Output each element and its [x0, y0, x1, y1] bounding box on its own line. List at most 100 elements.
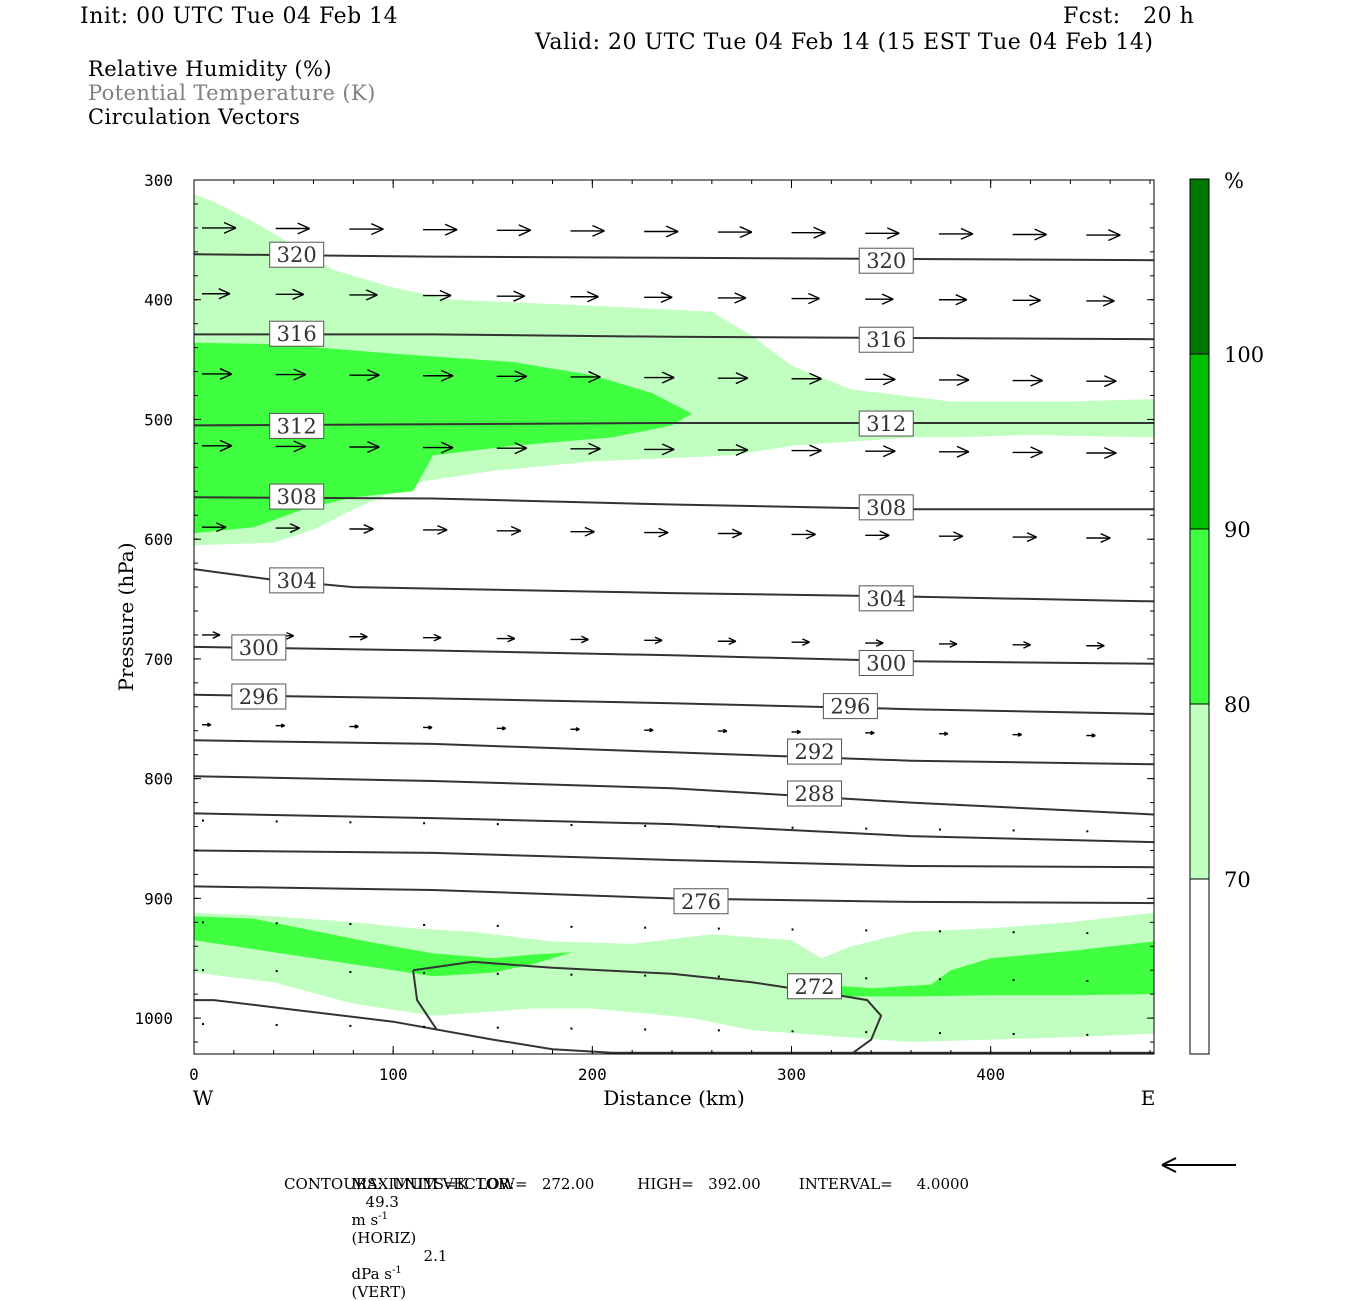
- theta-label-272: 272: [787, 973, 843, 1000]
- theta-label-316: 316: [858, 326, 914, 353]
- vector-arrowhead: [956, 445, 970, 458]
- svg-text:300: 300: [239, 636, 279, 660]
- theta-contour-300-5: [194, 645, 1154, 665]
- vector-arrowhead: [592, 224, 605, 237]
- vector-arrowhead: [218, 288, 231, 300]
- theta-contour-320-0: [194, 253, 1154, 262]
- vector-arrowhead: [654, 636, 663, 645]
- vector-arrowhead: [1030, 374, 1043, 387]
- vector-arrowhead: [580, 635, 589, 644]
- theta-label-312: 312: [858, 410, 914, 437]
- vector-arrowhead: [739, 226, 753, 239]
- vector-arrowhead: [1104, 375, 1117, 388]
- vector-arrowhead: [293, 440, 306, 453]
- x-end-label-west: W: [193, 1086, 214, 1110]
- vector-arrowhead: [219, 367, 233, 380]
- rh-region-70-2: [194, 912, 1154, 1042]
- vector-dot: [938, 1032, 941, 1035]
- vector-arrowhead: [1017, 732, 1022, 737]
- vector-arrowhead: [879, 530, 890, 541]
- plot-frame: [193, 179, 1155, 1055]
- vector-arrowhead: [949, 640, 958, 648]
- vector-dot: [717, 825, 720, 828]
- axes: 300 400 500 600 700 800 900 1000 0 100 200 300 400: [134, 171, 1154, 1084]
- vector-dot: [644, 824, 647, 827]
- vector-arrowhead: [1104, 446, 1117, 460]
- colorbar-level-label: 100: [1224, 343, 1264, 367]
- vector-arrowhead: [510, 525, 522, 536]
- vector-dot: [865, 929, 868, 932]
- y-tick-label: 400: [144, 291, 173, 310]
- reference-vector-arrow: [1161, 1157, 1236, 1173]
- vector-arrowhead: [808, 292, 820, 305]
- vector-arrowhead: [586, 291, 599, 303]
- svg-text:292: 292: [794, 740, 834, 764]
- max-horiz-units: m s: [351, 1211, 379, 1229]
- init-time: Init: 00 UTC Tue 04 Feb 14: [80, 4, 399, 29]
- vector-arrowhead: [1178, 376, 1190, 387]
- vector-dot: [1160, 1035, 1162, 1037]
- vector-arrowhead: [661, 371, 675, 384]
- vector-dot: [570, 973, 573, 976]
- vector-dot: [202, 921, 204, 924]
- max-vert-tag: (VERT): [351, 1283, 407, 1301]
- vector-arrowhead: [359, 632, 368, 641]
- vector-dot: [202, 1023, 204, 1026]
- vector-arrowhead: [660, 291, 673, 304]
- svg-text:296: 296: [239, 685, 279, 709]
- max-horiz-exp: -1: [378, 1211, 388, 1222]
- theta-contour-280-10: [194, 849, 1154, 869]
- contours-info: CONTOURS: UNITS=K LOW= 272.00 HIGH= 392.…: [284, 1175, 970, 1193]
- vector-arrowhead: [658, 527, 669, 538]
- vector-dot: [496, 972, 499, 975]
- vector-dot: [865, 977, 868, 980]
- svg-text:312: 312: [866, 412, 906, 436]
- vector-arrowhead: [813, 226, 826, 239]
- vector-dot: [1012, 829, 1015, 832]
- vector-dot: [938, 978, 941, 981]
- vector-arrowhead: [514, 442, 528, 455]
- svg-text:304: 304: [277, 569, 317, 593]
- vector-dot: [202, 969, 204, 972]
- vector-arrowhead: [575, 726, 580, 732]
- vector-arrowhead: [219, 439, 233, 452]
- vector-dot: [1160, 831, 1162, 833]
- svg-text:272: 272: [794, 975, 834, 999]
- theta-label-292: 292: [787, 738, 843, 765]
- theta-contour-304-4: [194, 568, 1154, 603]
- svg-text:304: 304: [866, 587, 906, 611]
- vector-arrowhead: [944, 731, 949, 737]
- x-tick-label: 100: [379, 1065, 408, 1084]
- colorbar-frame: [1189, 178, 1210, 1055]
- vector-arrowhead: [649, 727, 654, 733]
- x-end-label-east: E: [1141, 1086, 1156, 1110]
- theta-contour-288-8: [194, 775, 1154, 816]
- vector-dot: [791, 1030, 794, 1033]
- vector-arrowhead: [365, 289, 378, 301]
- vector-dot: [644, 1028, 647, 1031]
- forecast-hour: Fcst: 20 h: [1063, 4, 1195, 29]
- max-vector-label: MAXIMUM VECTOR:: [351, 1175, 515, 1193]
- vector-dot: [1012, 1032, 1015, 1035]
- max-vert-units: dPa s: [351, 1265, 392, 1283]
- vector-dot: [570, 1027, 573, 1030]
- vector-dot: [349, 923, 352, 926]
- vector-arrowhead: [882, 445, 896, 458]
- y-axis-title: Pressure (hPa): [114, 543, 138, 692]
- field-label-vectors: Circulation Vectors: [88, 105, 301, 129]
- vector-arrowhead: [1178, 448, 1190, 459]
- vector-arrowhead: [293, 368, 306, 381]
- theta-contour-316-1: [194, 333, 1154, 341]
- vector-arrowhead: [809, 444, 822, 457]
- y-tick-label: 300: [144, 171, 173, 190]
- vector-dot: [717, 927, 720, 930]
- theta-label-288: 288: [787, 780, 843, 807]
- x-tick-label: 0: [189, 1065, 199, 1084]
- vector-arrowhead: [428, 725, 433, 730]
- vector-arrowhead: [1102, 295, 1115, 307]
- theta-contour-292-7: [194, 739, 1154, 766]
- vector-arrowhead: [518, 224, 532, 237]
- vector-dot: [349, 970, 352, 973]
- y-tick-label: 600: [144, 530, 173, 549]
- vector-arrowhead: [367, 369, 380, 382]
